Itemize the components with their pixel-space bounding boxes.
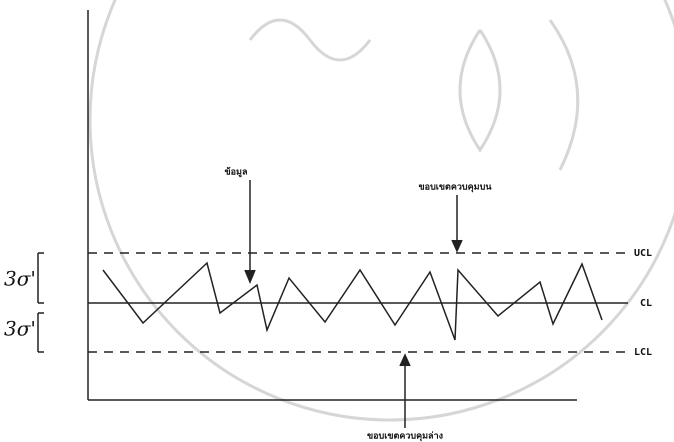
line-label: LCL (634, 347, 652, 358)
line-label: CL (640, 298, 652, 309)
annotation: ขอบเขตควบคุมบน (419, 183, 493, 193)
annotation: ข้อมูล (224, 167, 247, 178)
sigma-label: 3σ' (4, 317, 36, 341)
sigma-label: 3σ' (4, 267, 36, 291)
annotation: ขอบเขตควบคุมล่าง (367, 431, 443, 442)
control-chart-diagram: ข้อมูล ขอบเขตควบคุมบน ขอบเขตควบคุมล่าง U… (0, 0, 674, 442)
line-label: UCL (634, 248, 652, 259)
